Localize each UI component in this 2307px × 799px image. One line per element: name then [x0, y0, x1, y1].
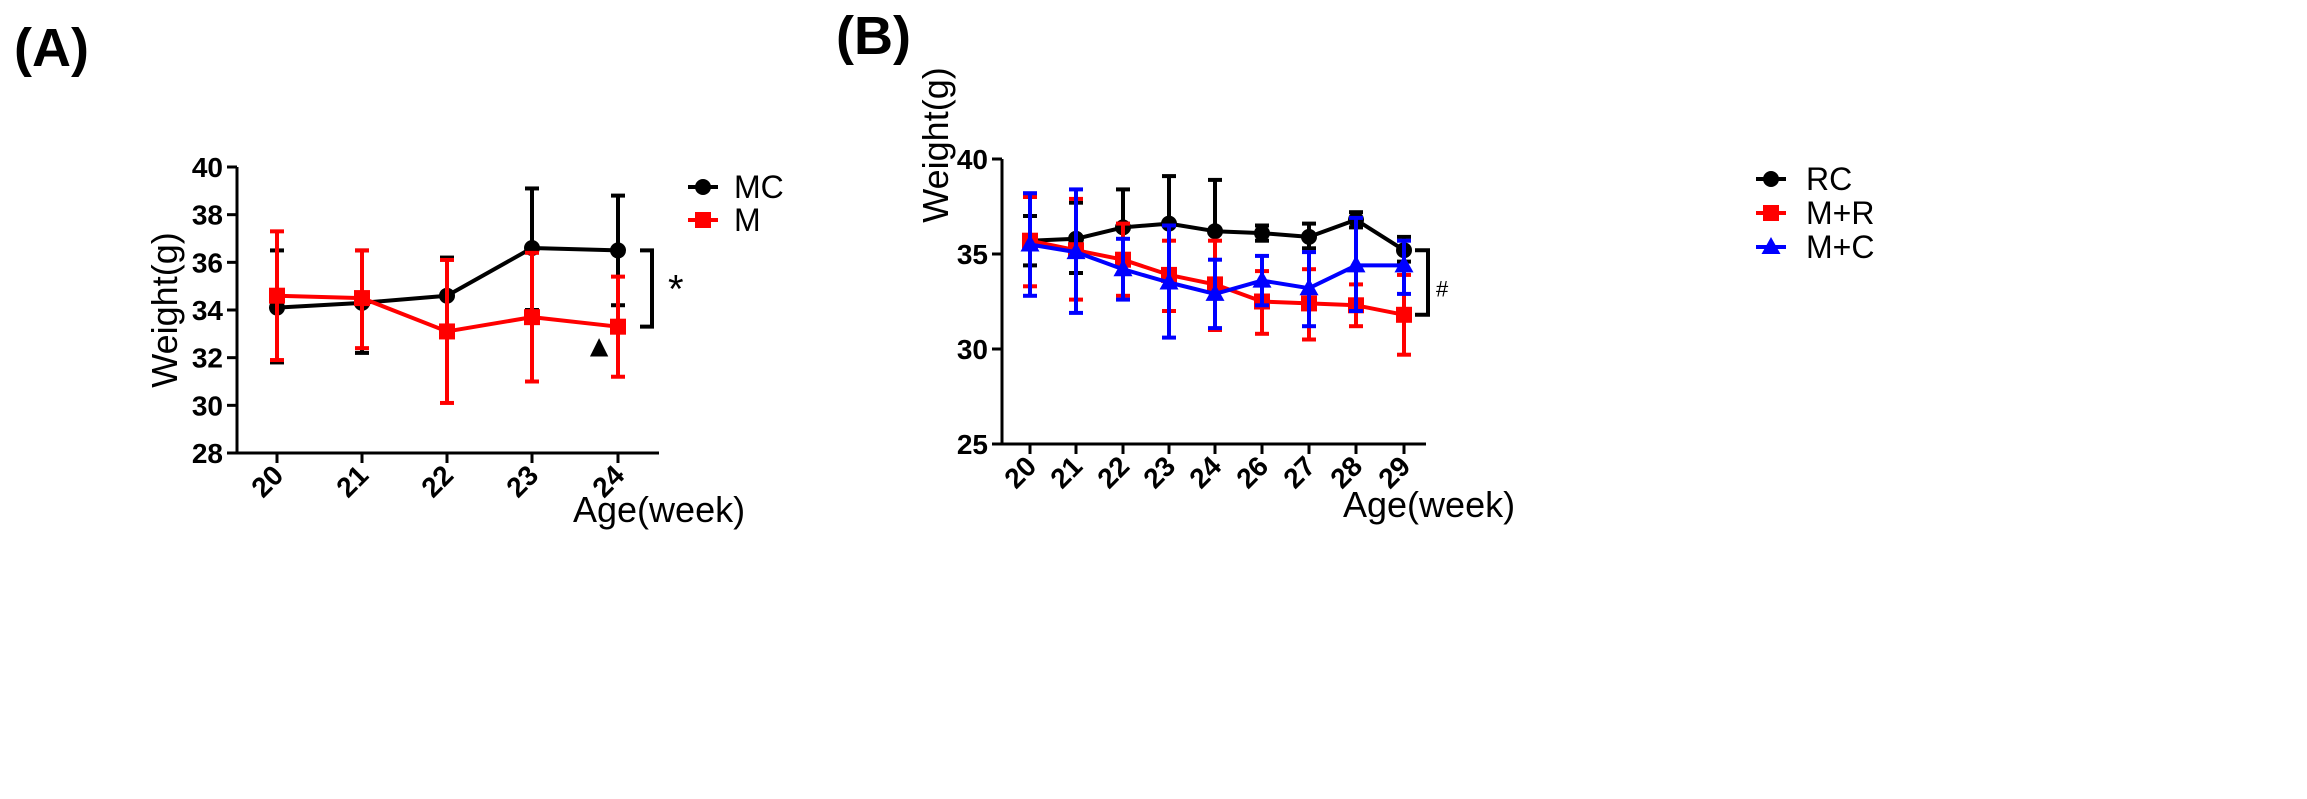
- x-tick-label: 22: [1091, 450, 1135, 494]
- x-tick-label: 20: [998, 450, 1042, 494]
- data-point: [1113, 259, 1133, 277]
- legend-marker: [695, 179, 711, 195]
- data-point: [1346, 255, 1366, 273]
- panel-label: (B): [836, 6, 911, 66]
- x-axis-label: Age(week): [573, 489, 745, 530]
- x-tick-label: 24: [1183, 450, 1227, 494]
- significance-bracket: [1415, 248, 1430, 317]
- data-point: [1159, 272, 1179, 290]
- y-tick-label: 30: [192, 390, 223, 421]
- legend-label: M: [734, 202, 761, 238]
- data-point: [1394, 255, 1414, 273]
- legend-label: M+C: [1806, 229, 1874, 265]
- x-tick-label: 26: [1230, 450, 1274, 494]
- x-tick-label: 21: [1044, 450, 1088, 494]
- x-tick-label: 20: [245, 459, 289, 503]
- y-tick-label: 28: [192, 438, 223, 469]
- y-tick-label: 34: [192, 295, 224, 326]
- series-m: [269, 229, 626, 405]
- legend-marker: [695, 212, 711, 228]
- data-point: [269, 287, 285, 304]
- data-point: [1207, 223, 1223, 240]
- data-point: [1252, 270, 1272, 288]
- legend-marker: [1761, 237, 1781, 254]
- legend-label: MC: [734, 169, 784, 205]
- data-point: [354, 290, 370, 307]
- y-tick-label: 36: [192, 247, 223, 278]
- x-tick-label: 21: [330, 459, 374, 503]
- data-point: [1020, 234, 1040, 252]
- significance-bracket: [640, 248, 654, 329]
- data-point: [1066, 242, 1086, 260]
- legend-marker: [1763, 171, 1779, 187]
- x-tick-label: 23: [500, 459, 544, 503]
- triangle-marker: ▲: [590, 331, 609, 359]
- legend-label: RC: [1806, 161, 1852, 197]
- y-tick-label: 40: [192, 152, 223, 183]
- x-axis-label: Age(week): [1343, 484, 1515, 525]
- y-axis-label: Weight(g): [915, 67, 956, 222]
- x-tick-label: 23: [1137, 450, 1181, 494]
- data-point: [1254, 225, 1270, 242]
- data-point: [610, 242, 626, 259]
- legend-marker: [1763, 205, 1779, 221]
- significance-mark: #: [1436, 277, 1449, 302]
- y-tick-label: 25: [957, 429, 988, 460]
- y-tick-label: 35: [957, 239, 988, 270]
- y-tick-label: 38: [192, 200, 223, 231]
- y-tick-label: 40: [957, 144, 988, 175]
- data-point: [1301, 228, 1317, 245]
- y-axis-label: Weight(g): [144, 232, 185, 387]
- data-point: [610, 318, 626, 335]
- y-tick-label: 32: [192, 343, 223, 374]
- significance-mark: *: [668, 268, 684, 312]
- legend-label: M+R: [1806, 195, 1874, 231]
- y-tick-label: 30: [957, 334, 988, 365]
- panel-label: (A): [14, 18, 89, 78]
- data-point: [1299, 278, 1319, 296]
- chart-0: (A) Weight(g) Age(week) 28 30 32 34 36 38 40 20 21 2…: [14, 18, 784, 530]
- x-tick-label: 22: [415, 459, 459, 503]
- data-point: [1205, 283, 1225, 301]
- x-tick-label: 27: [1277, 450, 1321, 494]
- data-point: [439, 323, 455, 340]
- data-point: [1396, 306, 1412, 323]
- data-point: [524, 309, 540, 326]
- series-m-c: [1020, 187, 1414, 340]
